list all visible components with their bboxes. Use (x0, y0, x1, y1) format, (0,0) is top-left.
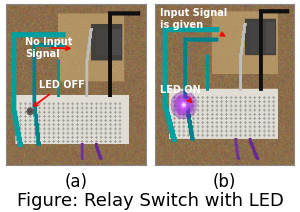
Text: No Input
Signal: No Input Signal (25, 37, 73, 59)
Text: (a): (a) (65, 173, 88, 191)
Text: (b): (b) (213, 173, 236, 191)
Text: Input Signal
is given: Input Signal is given (160, 8, 227, 36)
Text: LED OFF: LED OFF (34, 80, 85, 106)
Text: Figure: Relay Switch with LED: Figure: Relay Switch with LED (16, 192, 283, 210)
Text: LED ON: LED ON (160, 85, 200, 102)
